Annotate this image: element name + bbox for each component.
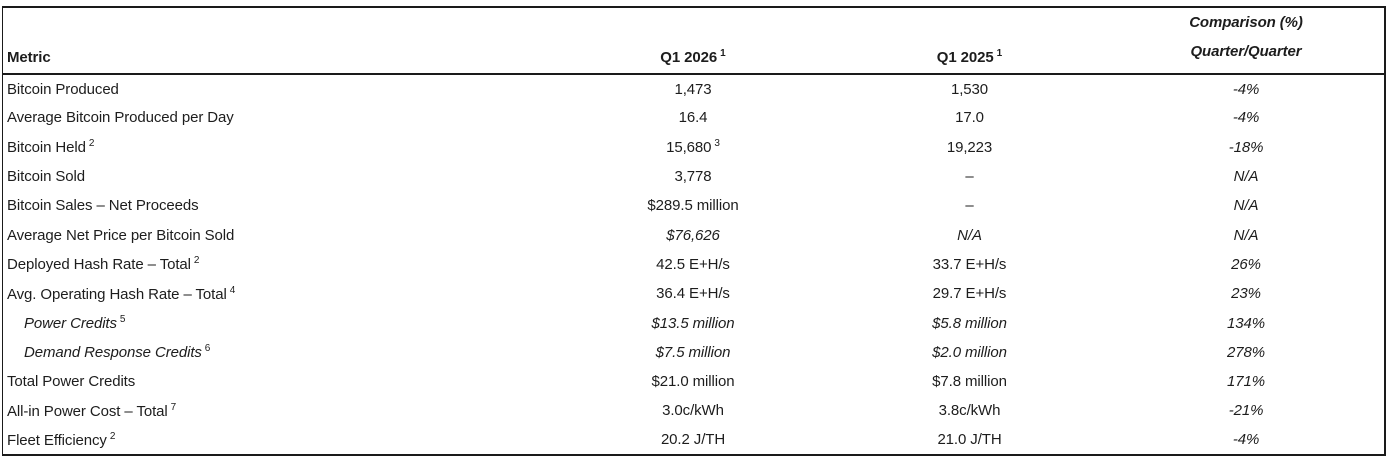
row-total-power-credits: Total Power Credits $21.0 million $7.8 m… xyxy=(3,367,1385,396)
metric-label: Fleet Efficiency xyxy=(7,431,107,449)
quarterly-metrics-table: Metric Q1 2026 1 Q1 2025 1 Comparison (%) … xyxy=(2,6,1386,456)
q1-2025-cell: 21.0 J/TH xyxy=(937,431,1002,449)
column-header-q1-2026: Q1 2026 1 xyxy=(555,7,831,75)
metric-cell: Total Power Credits xyxy=(7,373,136,391)
q1-2026-cell: 20.2 J/TH xyxy=(660,431,726,449)
q1-2026-cell: 3.0c/kWh xyxy=(662,402,724,420)
q1-2026-cell: 36.4 E+H/s xyxy=(656,285,730,303)
metric-label: Demand Response Credits xyxy=(24,344,202,362)
metric-cell: Average Net Price per Bitcoin Sold xyxy=(7,226,235,244)
comparison-cell: -21% xyxy=(1228,402,1264,420)
metric-cell: Demand Response Credits 6 xyxy=(3,338,556,367)
row-deployed-hash-rate-total: Deployed Hash Rate – Total 2 42.5 E+H/s 3… xyxy=(3,250,1385,279)
comparison-cell: N/A xyxy=(1233,168,1259,186)
footnote-marker: 2 xyxy=(88,138,95,150)
comparison-cell: 23% xyxy=(1231,285,1261,303)
table-header: Metric Q1 2026 1 Q1 2025 1 Comparison (%) … xyxy=(2,7,1385,75)
q1-2025-cell: 1,530 xyxy=(950,80,989,98)
column-header-comparison: Comparison (%) Quarter/Quarter xyxy=(1108,7,1385,75)
metric-cell: Bitcoin Sales – Net Proceeds xyxy=(7,197,199,215)
comparison-cell: N/A xyxy=(1233,197,1259,215)
q1-2025-cell: – xyxy=(965,197,974,215)
metric-cell: Power Credits 5 xyxy=(3,308,556,337)
comparison-cell: 171% xyxy=(1227,373,1265,391)
comparison-cell: 134% xyxy=(1227,314,1265,332)
column-header-q1-2025-label: Q1 2025 xyxy=(936,49,994,66)
metric-label: Avg. Operating Hash Rate – Total xyxy=(7,285,227,303)
q1-2025-cell: $7.8 million xyxy=(932,373,1007,391)
metric-cell: Deployed Hash Rate – Total 2 xyxy=(3,250,556,279)
q1-2025-cell: 29.7 E+H/s xyxy=(932,285,1007,303)
q1-2025-cell: $2.0 million xyxy=(932,343,1007,361)
comparison-cell: -18% xyxy=(1228,138,1264,156)
metrics-table-container: Metric Q1 2026 1 Q1 2025 1 Comparison (%) … xyxy=(2,6,1386,456)
q1-2026-cell: 16.4 xyxy=(678,109,708,127)
comparison-cell: 278% xyxy=(1227,343,1265,361)
q1-2026-cell: 1,473 xyxy=(674,80,712,98)
comparison-cell: -4% xyxy=(1232,431,1260,449)
column-header-metric-label: Metric xyxy=(7,49,51,66)
row-average-net-price-per-bitcoin-sold: Average Net Price per Bitcoin Sold $76,6… xyxy=(3,220,1385,249)
metric-label: All-in Power Cost – Total xyxy=(7,402,168,420)
q1-2026-value: 15,680 xyxy=(666,139,712,157)
row-bitcoin-sales-net-proceeds: Bitcoin Sales – Net Proceeds $289.5 mill… xyxy=(3,191,1385,220)
footnote-marker: 6 xyxy=(204,343,211,355)
footnote-marker: 4 xyxy=(229,284,236,296)
footnote-marker: 2 xyxy=(109,430,116,442)
column-header-q1-2025: Q1 2025 1 xyxy=(830,7,1109,75)
q1-2025-cell: N/A xyxy=(957,226,982,244)
row-bitcoin-produced: Bitcoin Produced 1,473 1,530 -4% xyxy=(3,74,1385,103)
q1-2026-cell: 15,680 3 xyxy=(556,133,831,162)
row-all-in-power-cost-total: All-in Power Cost – Total 7 3.0c/kWh 3.8c… xyxy=(3,396,1385,425)
metric-cell: Avg. Operating Hash Rate – Total 4 xyxy=(3,279,556,308)
metric-cell: Bitcoin Held 2 xyxy=(3,133,556,162)
q1-2025-cell: 17.0 xyxy=(955,109,984,127)
metric-label: Power Credits xyxy=(24,315,117,333)
metric-label: Deployed Hash Rate – Total xyxy=(7,256,191,274)
footnote-marker: 1 xyxy=(996,48,1003,59)
metric-cell: Bitcoin Sold xyxy=(7,168,86,186)
q1-2025-cell: $5.8 million xyxy=(932,314,1007,332)
q1-2026-cell: $7.5 million xyxy=(655,343,731,361)
q1-2026-cell: $21.0 million xyxy=(651,373,735,391)
q1-2026-cell: $289.5 million xyxy=(647,197,739,215)
q1-2026-cell: $76,626 xyxy=(666,226,720,244)
row-avg-operating-hash-rate-total: Avg. Operating Hash Rate – Total 4 36.4 E… xyxy=(3,279,1385,308)
footnote-marker: 7 xyxy=(170,401,177,413)
comparison-cell: -4% xyxy=(1232,80,1260,98)
column-header-comparison-line1: Comparison (%) xyxy=(1189,14,1303,31)
footnote-marker: 5 xyxy=(119,314,126,326)
footnote-marker: 2 xyxy=(193,255,200,267)
footnote-marker: 3 xyxy=(714,138,720,150)
metric-label: Bitcoin Held xyxy=(7,139,86,157)
row-bitcoin-sold: Bitcoin Sold 3,778 – N/A xyxy=(3,162,1385,191)
q1-2026-cell: 3,778 xyxy=(674,168,712,186)
comparison-cell: N/A xyxy=(1233,226,1259,244)
q1-2025-cell: – xyxy=(965,168,974,186)
q1-2025-cell: 19,223 xyxy=(946,138,993,156)
q1-2026-cell: 42.5 E+H/s xyxy=(656,255,730,273)
q1-2025-cell: 3.8c/kWh xyxy=(938,402,1001,420)
table-body: Bitcoin Produced 1,473 1,530 -4% Average… xyxy=(3,74,1385,455)
metric-cell: All-in Power Cost – Total 7 xyxy=(3,396,556,425)
comparison-cell: 26% xyxy=(1231,255,1261,273)
q1-2026-cell: $13.5 million xyxy=(651,314,735,332)
row-bitcoin-held: Bitcoin Held 2 15,680 3 19,223 -18% xyxy=(3,133,1385,162)
row-average-bitcoin-produced-per-day: Average Bitcoin Produced per Day 16.4 17… xyxy=(3,103,1385,132)
column-header-metric: Metric xyxy=(2,7,556,75)
q1-2025-cell: 33.7 E+H/s xyxy=(932,255,1007,273)
comparison-cell: -4% xyxy=(1232,109,1260,127)
metric-cell: Average Bitcoin Produced per Day xyxy=(7,109,234,127)
header-row: Metric Q1 2026 1 Q1 2025 1 Comparison (%) … xyxy=(2,7,1385,75)
row-power-credits: Power Credits 5 $13.5 million $5.8 millio… xyxy=(3,308,1385,337)
metric-cell: Fleet Efficiency 2 xyxy=(3,426,556,455)
row-fleet-efficiency: Fleet Efficiency 2 20.2 J/TH 21.0 J/TH -4… xyxy=(3,426,1385,455)
column-header-comparison-line2: Quarter/Quarter xyxy=(1190,43,1302,60)
row-demand-response-credits: Demand Response Credits 6 $7.5 million $2… xyxy=(3,338,1385,367)
footnote-marker: 1 xyxy=(720,48,726,59)
metric-cell: Bitcoin Produced xyxy=(7,80,119,98)
column-header-q1-2026-label: Q1 2026 xyxy=(660,49,718,66)
